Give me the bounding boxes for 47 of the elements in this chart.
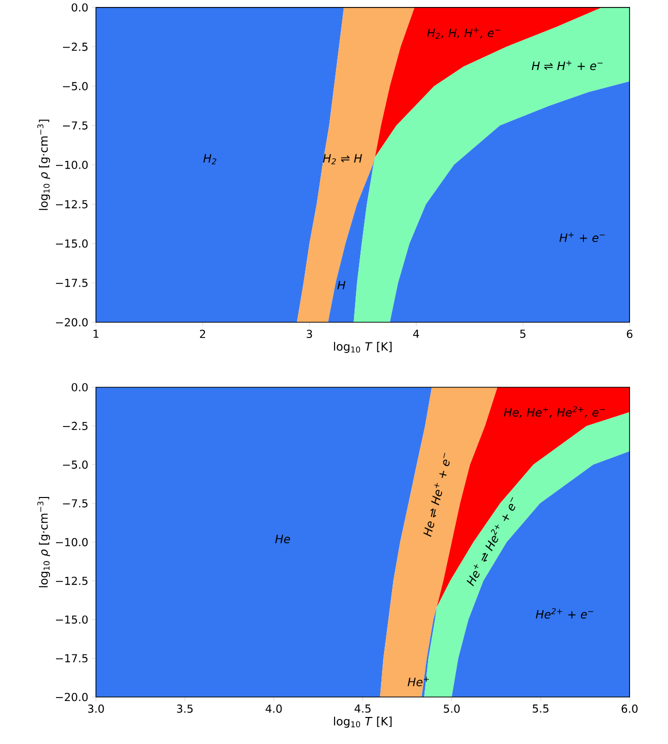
annotation: H [338, 280, 346, 290]
x-tick-label: 5 [520, 330, 526, 338]
annotation: He, He$^{+}$, He$^{2+}$, e$^{−}$ [504, 406, 606, 418]
y-tick-label: −5.0 [63, 82, 88, 90]
y-tick-label: −10.0 [56, 538, 88, 546]
x-axis-title: log$_{10}$ T [K] [334, 342, 392, 353]
annotation: H$_{2}$, H, H$^{+}$, e$^{−}$ [427, 28, 500, 39]
y-axis-title: log$_{10}$ ρ [g·cm$^{−3}$] [38, 120, 50, 210]
annotation: H$^{+}$ + e$^{−}$ [560, 232, 605, 242]
annotation: He$^{+}$ [408, 676, 430, 686]
x-tick-label: 3.0 [88, 704, 104, 713]
y-tick-label: −20.0 [56, 692, 88, 702]
x-tick-label: 3 [306, 330, 312, 338]
y-axis-title: log$_{10}$ ρ [g·cm$^{−3}$] [38, 496, 50, 588]
annotation: He$^{+}$ ⇌ He$^{2+}$ + e$^{−}$ [466, 497, 516, 586]
annotation: H ⇌ H$^{+}$ + e$^{−}$ [532, 60, 603, 70]
x-tick-label: 4.5 [354, 704, 371, 713]
y-tick-label: −7.5 [63, 121, 88, 130]
annotation: He [275, 534, 290, 544]
x-tick-label: 1 [94, 330, 99, 338]
x-tick-label: 6 [627, 330, 633, 338]
x-tick-label: 3.5 [177, 704, 193, 713]
y-tick-label: −7.5 [63, 499, 88, 508]
y-tick-label: 0.0 [72, 3, 88, 12]
y-tick-label: −5.0 [63, 460, 88, 469]
y-tick-label: −12.5 [56, 576, 88, 585]
y-tick-label: −12.5 [56, 200, 88, 208]
y-tick-label: −15.0 [56, 615, 88, 624]
x-tick-label: 4.0 [266, 704, 282, 713]
y-tick-label: −10.0 [56, 160, 88, 169]
y-tick-label: −17.5 [56, 278, 88, 287]
annotation: He ⇌ He$^{+}$ + e$^{−}$ [424, 452, 450, 537]
x-tick-label: 4 [413, 330, 420, 338]
annotation: H$_{2}$ [204, 154, 216, 164]
x-tick-label: 6.0 [622, 704, 638, 713]
y-tick-label: −2.5 [63, 422, 88, 430]
x-axis-title: log$_{10}$ T [K] [334, 716, 392, 728]
annotation: He$^{2+}$ + e$^{−}$ [536, 608, 594, 619]
y-tick-label: −15.0 [56, 239, 88, 248]
x-tick-label: 2 [200, 330, 206, 338]
x-tick-label: 5.5 [533, 704, 549, 713]
y-tick-label: −2.5 [63, 42, 88, 51]
y-tick-label: 0.0 [72, 383, 88, 392]
y-tick-label: −20.0 [56, 318, 88, 326]
x-tick-label: 5.0 [444, 704, 460, 713]
annotation: H$_{2}$ ⇌ H [323, 154, 362, 164]
y-tick-label: −17.5 [56, 654, 88, 662]
